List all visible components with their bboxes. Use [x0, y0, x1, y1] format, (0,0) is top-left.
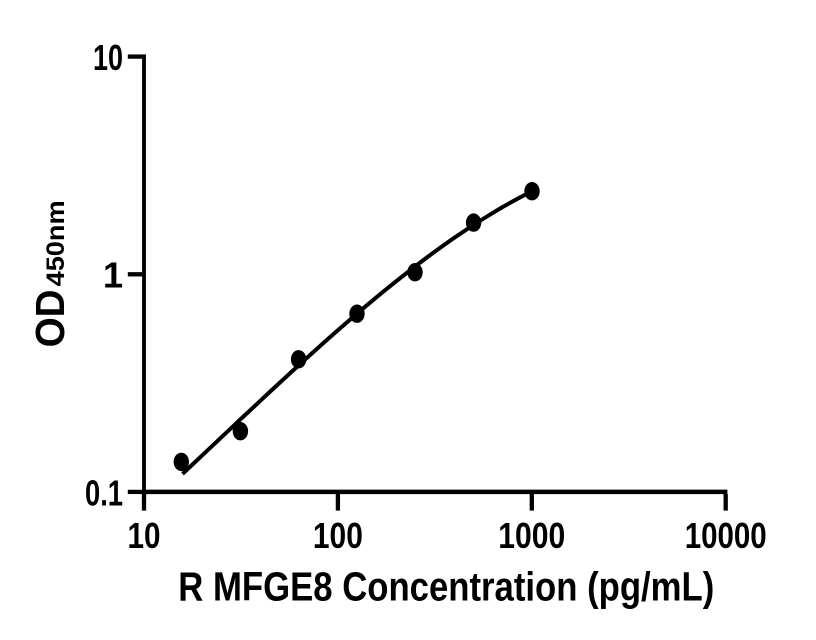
svg-text:1000: 1000 — [498, 515, 565, 556]
svg-text:OD450nm: OD450nm — [27, 200, 73, 347]
svg-text:R MFGE8 Concentration (pg/mL): R MFGE8 Concentration (pg/mL) — [178, 564, 714, 610]
svg-text:1: 1 — [103, 254, 123, 295]
svg-text:0.1: 0.1 — [85, 472, 123, 513]
svg-text:100: 100 — [313, 515, 363, 556]
svg-text:10: 10 — [128, 515, 161, 556]
svg-text:10000: 10000 — [685, 515, 767, 556]
svg-text:10: 10 — [93, 37, 123, 78]
